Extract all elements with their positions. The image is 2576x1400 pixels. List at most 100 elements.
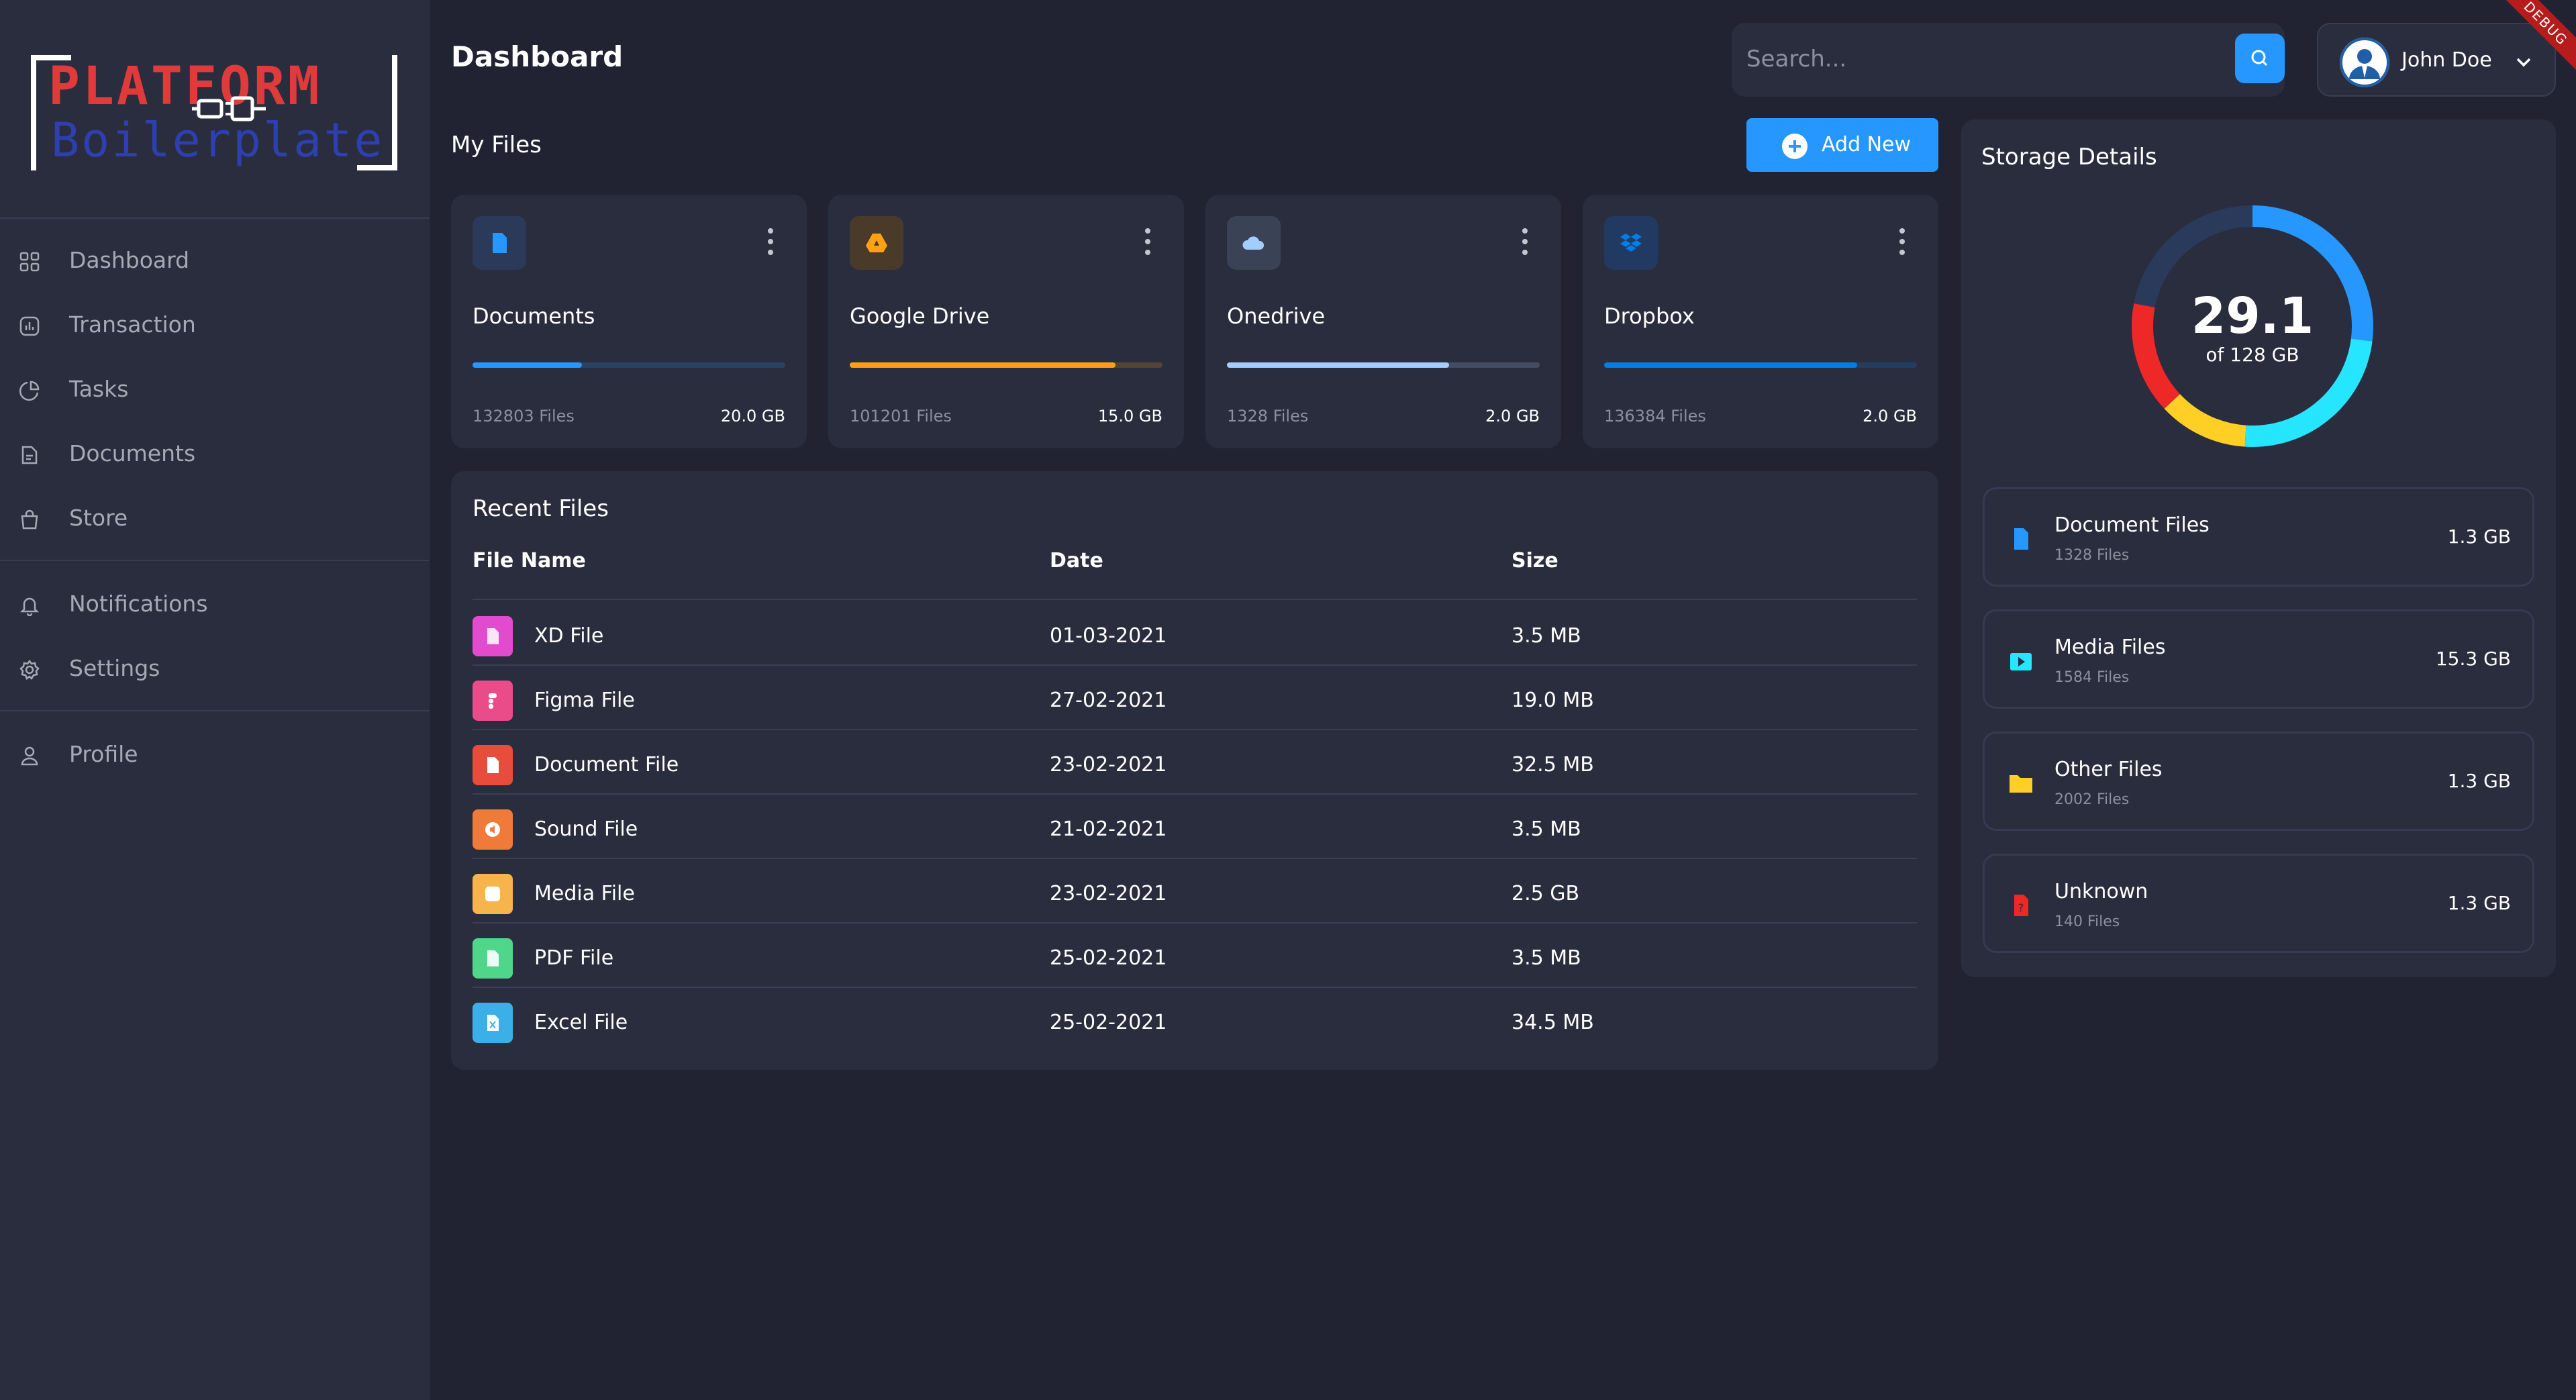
storage-item-size: 1.3 GB [2447,526,2511,548]
card-progress-fill [850,362,1116,368]
file-date: 23-02-2021 [1050,882,1167,905]
more-vertical-icon[interactable] [1521,227,1529,256]
table-row[interactable]: Figma File 27-02-2021 19.0 MB [473,664,1917,729]
storage-item-count: 1584 Files [2054,669,2130,686]
sidebar-item-label: Dashboard [69,247,190,273]
card-size: 2.0 GB [1485,407,1540,426]
sidebar-item-tasks[interactable]: Tasks [0,362,430,416]
pdf-file-icon [473,938,513,979]
card-progress [473,362,785,368]
more-vertical-icon[interactable] [1144,227,1152,256]
file-card-onedrive[interactable]: Onedrive 1328 Files 2.0 GB [1205,195,1561,448]
file-name: Document File [534,753,679,777]
sidebar-item-profile[interactable]: Profile [0,728,430,781]
sidebar: PLATFORM Boilerplate Dashboard Transacti… [0,0,430,1400]
table-row[interactable]: PDF File 25-02-2021 3.5 MB [473,922,1917,987]
file-card-dropbox[interactable]: Dropbox 136384 Files 2.0 GB [1583,195,1938,448]
search-bar[interactable]: Search... [1732,23,2285,97]
sidebar-item-documents[interactable]: Documents [0,427,430,481]
page-title: Dashboard [451,40,624,73]
add-new-button[interactable]: Add New [1746,118,1938,172]
table-row[interactable]: Excel File 25-02-2021 34.5 MB [473,987,1917,1051]
file-size: 3.5 MB [1512,946,1581,970]
sidebar-item-dashboard[interactable]: Dashboard [0,234,430,287]
table-row[interactable]: Media File 23-02-2021 2.5 GB [473,858,1917,922]
sidebar-item-store[interactable]: Store [0,491,430,545]
file-size: 19.0 MB [1512,689,1594,712]
card-title: Onedrive [1227,303,1326,329]
storage-item-documents[interactable]: Document Files 1328 Files 1.3 GB [1983,487,2534,587]
search-button[interactable] [2235,34,2285,83]
card-progress [1227,362,1540,368]
sidebar-item-transaction[interactable]: Transaction [0,298,430,352]
column-header-date: Date [1050,549,1103,572]
file-card-google-drive[interactable]: Google Drive 101201 Files 15.0 GB [828,195,1184,448]
storage-item-title: Other Files [2054,758,2163,781]
column-header-size: Size [1512,549,1558,572]
card-icon-box [1604,216,1658,270]
card-title: Documents [473,303,595,329]
storage-item-count: 1328 Files [2054,547,2130,564]
card-progress-fill [473,362,583,368]
card-icon-box [473,216,526,270]
card-file-count: 132803 Files [473,407,575,426]
file-date: 25-02-2021 [1050,1011,1167,1034]
card-progress [850,362,1162,368]
sidebar-item-label: Notifications [69,591,208,617]
storage-item-title: Unknown [2054,880,2148,903]
drive-icon [866,234,887,252]
file-date: 01-03-2021 [1050,624,1167,648]
bag-icon [21,509,38,530]
excel-file-icon [473,1003,513,1043]
sidebar-item-label: Transaction [69,311,196,338]
debug-banner: DEBUG [2482,0,2576,94]
svg-text:?: ? [2018,901,2024,914]
storage-total-label: of 128 GB [2206,344,2299,366]
sidebar-divider [0,217,430,219]
donut-segment [2132,205,2373,447]
avatar-user-icon [2340,38,2389,87]
dropbox-icon [1620,234,1642,252]
card-icon-box [1227,216,1281,270]
file-name: Sound File [534,817,638,841]
logo-subtitle: Boilerplate [51,113,385,168]
sidebar-divider [0,560,430,561]
sound-file-icon [473,809,513,850]
card-title: Google Drive [850,303,990,329]
search-icon [2251,50,2268,66]
card-file-count: 101201 Files [850,407,952,426]
storage-item-other[interactable]: Other Files 2002 Files 1.3 GB [1983,732,2534,831]
table-divider [473,858,1917,859]
storage-item-unknown[interactable]: ? Unknown 140 Files 1.3 GB [1983,854,2534,953]
xd-file-icon [473,616,513,656]
file-date: 23-02-2021 [1050,753,1167,777]
card-progress [1604,362,1917,368]
sidebar-item-notifications[interactable]: Notifications [0,577,430,631]
card-icon-box [850,216,903,270]
file-name: PDF File [534,946,614,970]
figma-file-icon [473,681,513,721]
document-icon [2014,528,2028,550]
search-input[interactable]: Search... [1746,46,1847,72]
more-vertical-icon[interactable] [766,227,775,256]
table-row[interactable]: Document File 23-02-2021 32.5 MB [473,729,1917,793]
file-name: Media File [534,882,635,905]
table-row[interactable]: Sound File 21-02-2021 3.5 MB [473,793,1917,858]
file-name: XD File [534,624,604,648]
sidebar-item-settings[interactable]: Settings [0,642,430,695]
cloud-icon [1242,236,1265,250]
table-row[interactable]: XD File 01-03-2021 3.5 MB [473,600,1917,664]
card-file-count: 1328 Files [1227,407,1309,426]
table-divider [473,729,1917,730]
card-progress-fill [1604,362,1858,368]
file-size: 32.5 MB [1512,753,1594,777]
storage-item-size: 1.3 GB [2447,892,2511,914]
sidebar-item-label: Store [69,505,128,531]
sidebar-item-label: Tasks [69,376,129,402]
table-divider [473,599,1917,600]
more-vertical-icon[interactable] [1898,227,1906,256]
chevron-down-icon [2516,58,2531,67]
profile-dropdown[interactable]: John Doe [2317,23,2556,97]
file-card-documents[interactable]: Documents 132803 Files 20.0 GB [451,195,807,448]
storage-item-media[interactable]: Media Files 1584 Files 15.3 GB [1983,609,2534,709]
